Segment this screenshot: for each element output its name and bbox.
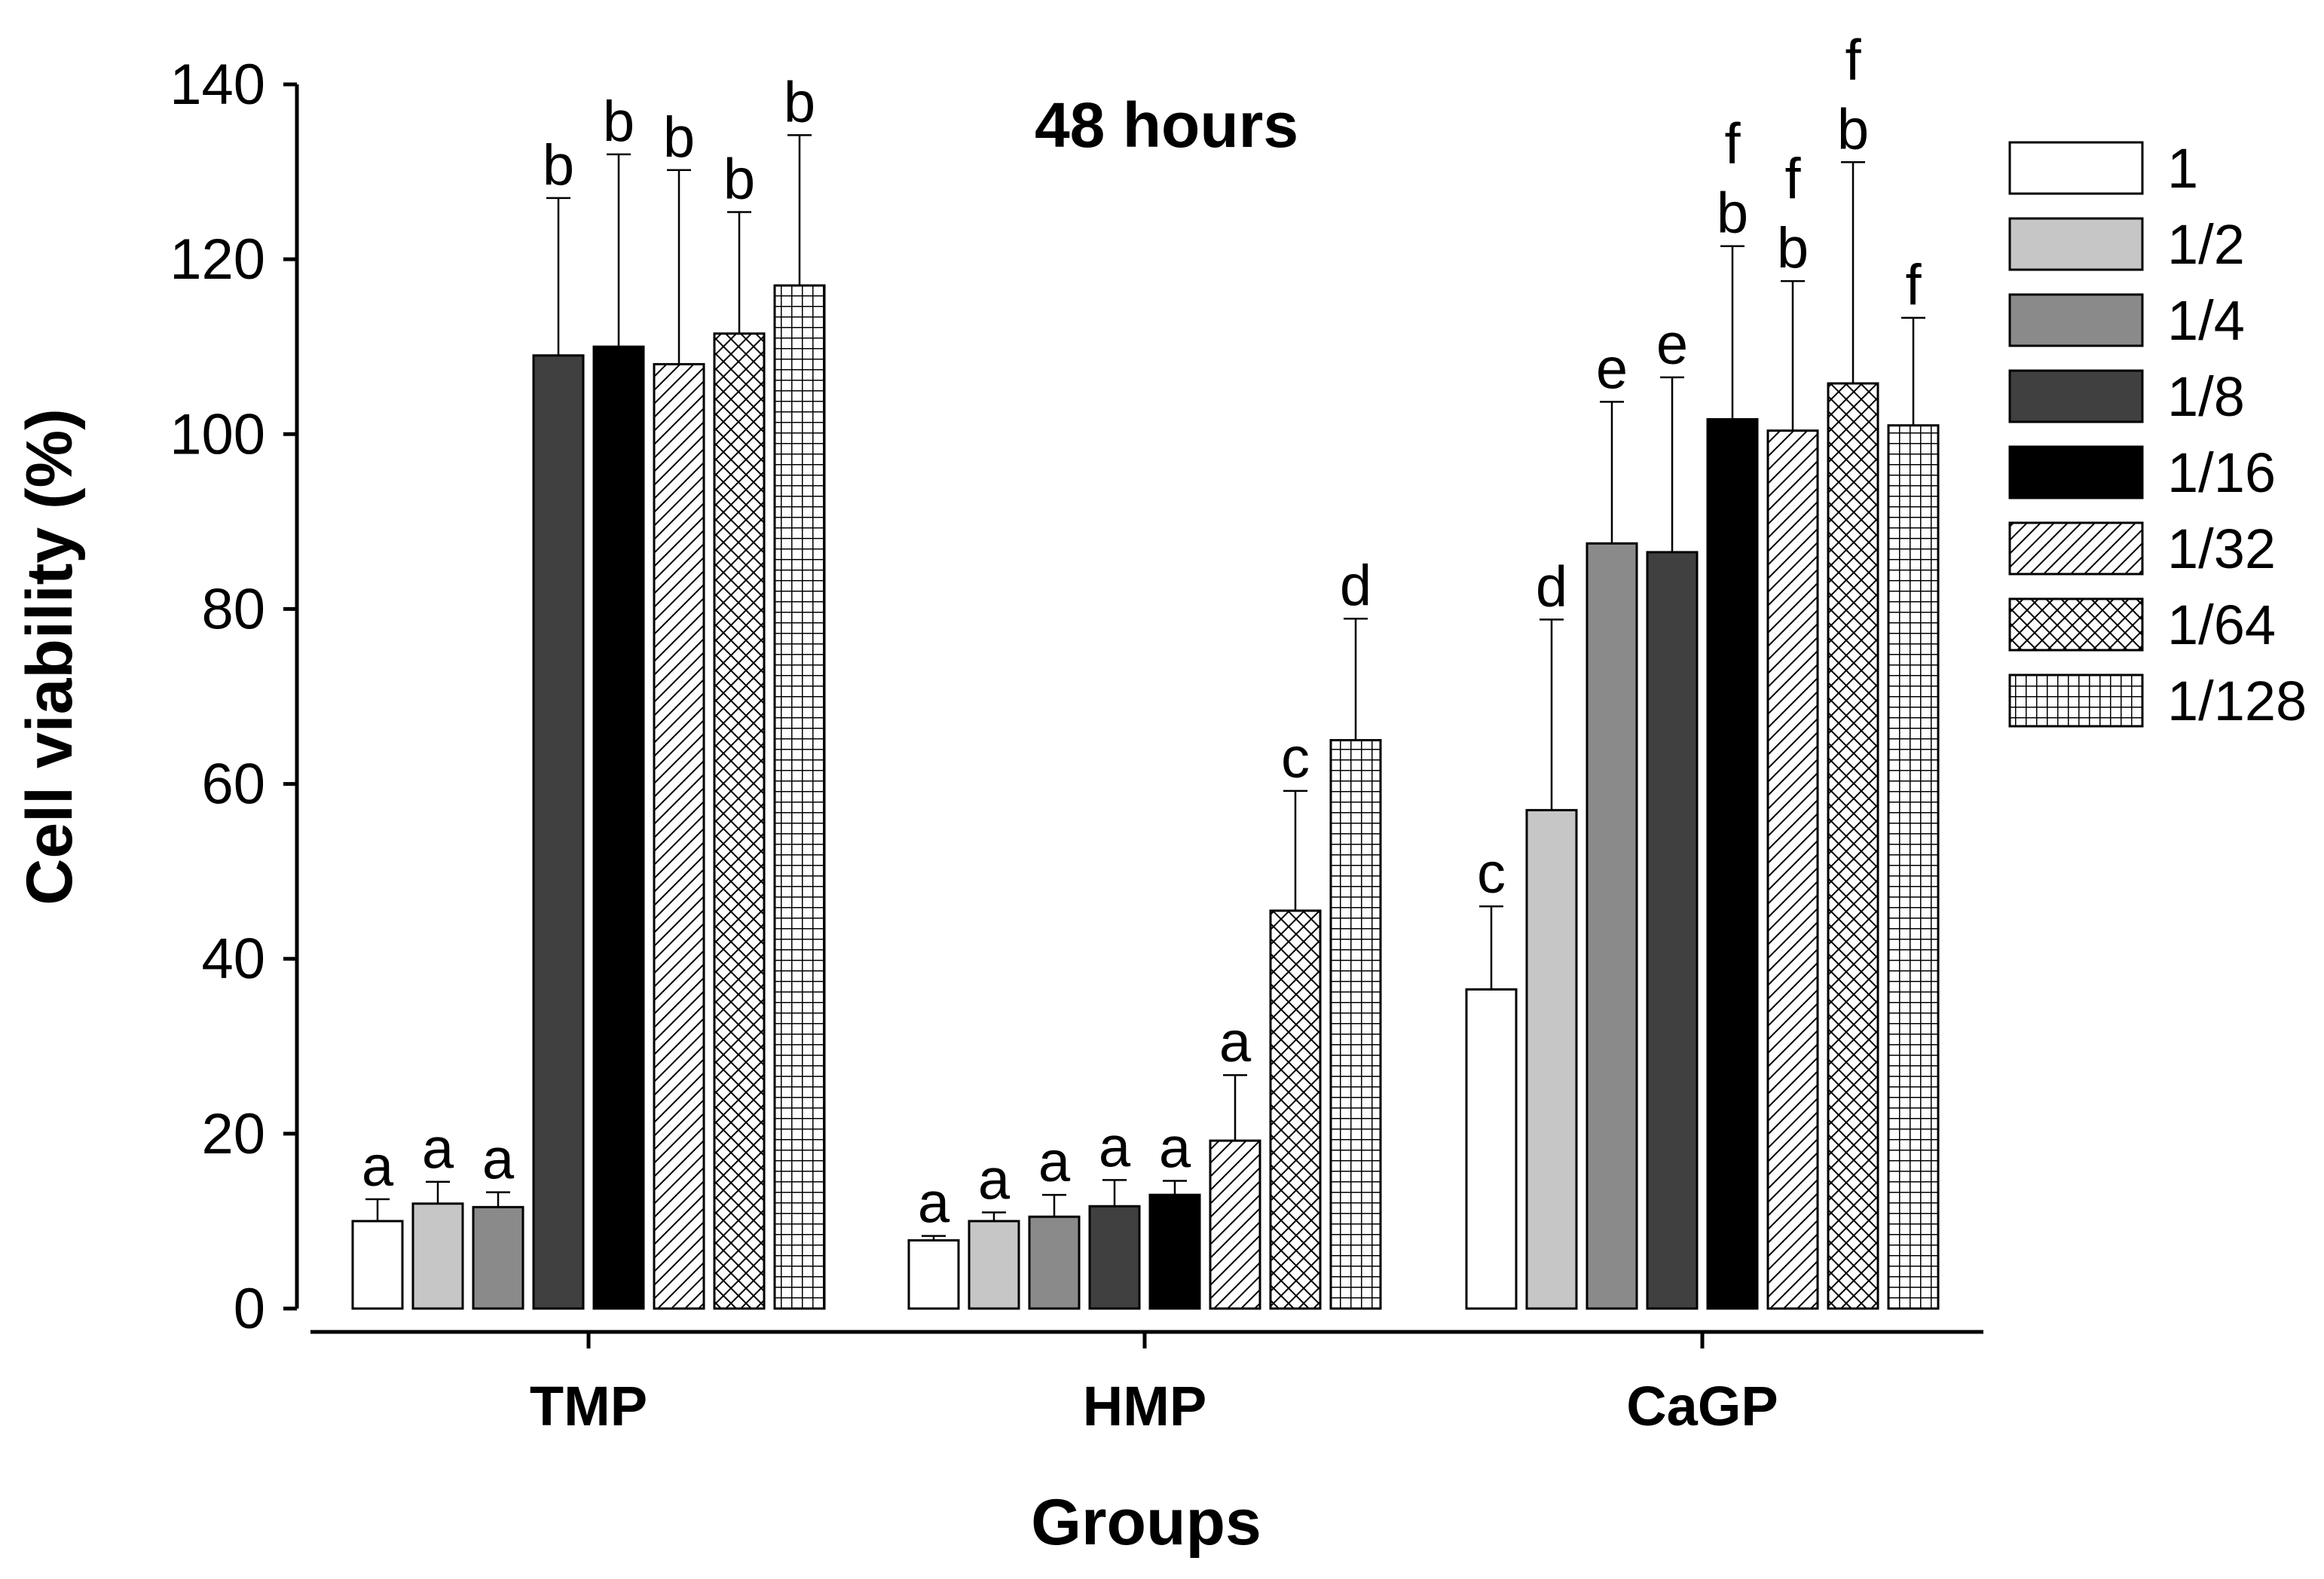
significance-label: b	[784, 70, 815, 134]
significance-label: a	[1099, 1115, 1131, 1179]
legend-label: 1/64	[2167, 594, 2276, 656]
significance-label: b	[663, 105, 695, 170]
significance-label: b	[1837, 97, 1869, 161]
bar-tmp-1-32	[653, 362, 705, 1310]
legend-label: 1/128	[2167, 670, 2307, 732]
legend-label: 1/8	[2167, 365, 2245, 428]
significance-label: b	[1777, 216, 1809, 280]
significance-label: a	[978, 1147, 1011, 1211]
y-tick-label: 100	[170, 402, 265, 466]
significance-label: f	[1724, 112, 1741, 176]
significance-label: b	[1717, 182, 1748, 246]
legend-swatch	[2008, 293, 2144, 347]
bar-tmp-1	[351, 1220, 404, 1310]
y-ticks: 0 20 40 60 80 100 120 140	[170, 53, 297, 1341]
axes: 0 20 40 60 80 100 120 140	[170, 53, 1983, 1341]
bar-tmp-1-128	[773, 284, 826, 1310]
bar-hmp-1-128	[1329, 739, 1382, 1310]
legend-swatch	[2008, 521, 2144, 576]
y-tick-label: 20	[201, 1102, 265, 1166]
bar-hmp-1-2	[968, 1220, 1020, 1310]
bar-hmp-1-8	[1088, 1205, 1141, 1310]
legend-label: 1/16	[2167, 441, 2276, 504]
legend-label: 1/32	[2167, 518, 2276, 580]
legend: 1 1/2 1/4 1/8 1/16 1/32 1/64 1/128	[2008, 137, 2307, 732]
significance-label: c	[1477, 841, 1506, 906]
significance-label: d	[1340, 554, 1371, 618]
y-tick-label: 120	[170, 228, 265, 292]
x-axis-label: Groups	[1031, 1486, 1261, 1559]
significance-label: d	[1536, 554, 1567, 618]
significance-label: b	[543, 133, 574, 197]
x-tick-labels: TMP HMP CaGP	[530, 1332, 1778, 1437]
bar-cagp-1-32	[1766, 429, 1819, 1310]
bar-tmp-1-8	[532, 354, 585, 1310]
legend-label: 1/4	[2167, 289, 2245, 352]
bar-cagp-1-128	[1887, 424, 1940, 1310]
legend-swatch	[2008, 217, 2144, 271]
bar-tmp-1-2	[411, 1202, 464, 1310]
legend-swatch	[2008, 141, 2144, 195]
y-tick-label: 80	[201, 577, 265, 641]
bar-tmp-1-4	[472, 1205, 524, 1310]
bar-cagp-1	[1465, 988, 1518, 1310]
significance-label: a	[362, 1135, 394, 1199]
significance-label: a	[482, 1128, 515, 1192]
legend-label: 1	[2167, 137, 2198, 200]
bar-tmp-1-16	[592, 345, 645, 1310]
legend-label: 1/2	[2167, 213, 2245, 276]
bar-cagp-1-64	[1827, 382, 1879, 1310]
significance-label: e	[1656, 313, 1688, 377]
significance-label: a	[422, 1117, 454, 1181]
bar-hmp-1-64	[1269, 909, 1322, 1310]
bar-hmp-1-4	[1028, 1215, 1081, 1310]
bar-hmp-1-32	[1209, 1139, 1261, 1310]
bar-tmp-1-64	[713, 332, 766, 1310]
significance-label: e	[1596, 337, 1628, 401]
bar-cagp-1-8	[1646, 551, 1699, 1310]
significance-label: f	[1905, 253, 1922, 317]
bar-cagp-1-16	[1706, 418, 1759, 1310]
bar-cagp-1-4	[1586, 542, 1638, 1310]
x-tick-label: HMP	[1083, 1375, 1206, 1437]
y-tick-label: 60	[201, 753, 265, 817]
significance-label: f	[1784, 147, 1801, 211]
significance-label: a	[918, 1171, 950, 1235]
legend-swatch	[2008, 369, 2144, 423]
legend-swatch	[2008, 673, 2144, 728]
y-tick-label: 0	[234, 1277, 265, 1341]
significance-label: b	[603, 90, 635, 154]
significance-label: a	[1159, 1116, 1191, 1180]
bar-cagp-1-2	[1525, 808, 1578, 1310]
significance-label: c	[1281, 726, 1310, 790]
x-tick-label: CaGP	[1626, 1375, 1778, 1437]
significance-label: a	[1038, 1130, 1071, 1194]
significance-label: a	[1219, 1010, 1252, 1074]
bar-hmp-1	[907, 1238, 960, 1310]
y-tick-label: 140	[170, 53, 265, 117]
significance-label: b	[723, 147, 755, 211]
chart-title: 48 hours	[1035, 90, 1298, 160]
significance-label: f	[1845, 28, 1861, 92]
y-axis-label: Cell viability (%)	[14, 408, 86, 906]
y-tick-label: 40	[201, 927, 265, 991]
bar-hmp-1-16	[1148, 1193, 1201, 1310]
legend-swatch	[2008, 445, 2144, 499]
legend-swatch	[2008, 597, 2144, 652]
x-tick-label: TMP	[530, 1375, 647, 1437]
